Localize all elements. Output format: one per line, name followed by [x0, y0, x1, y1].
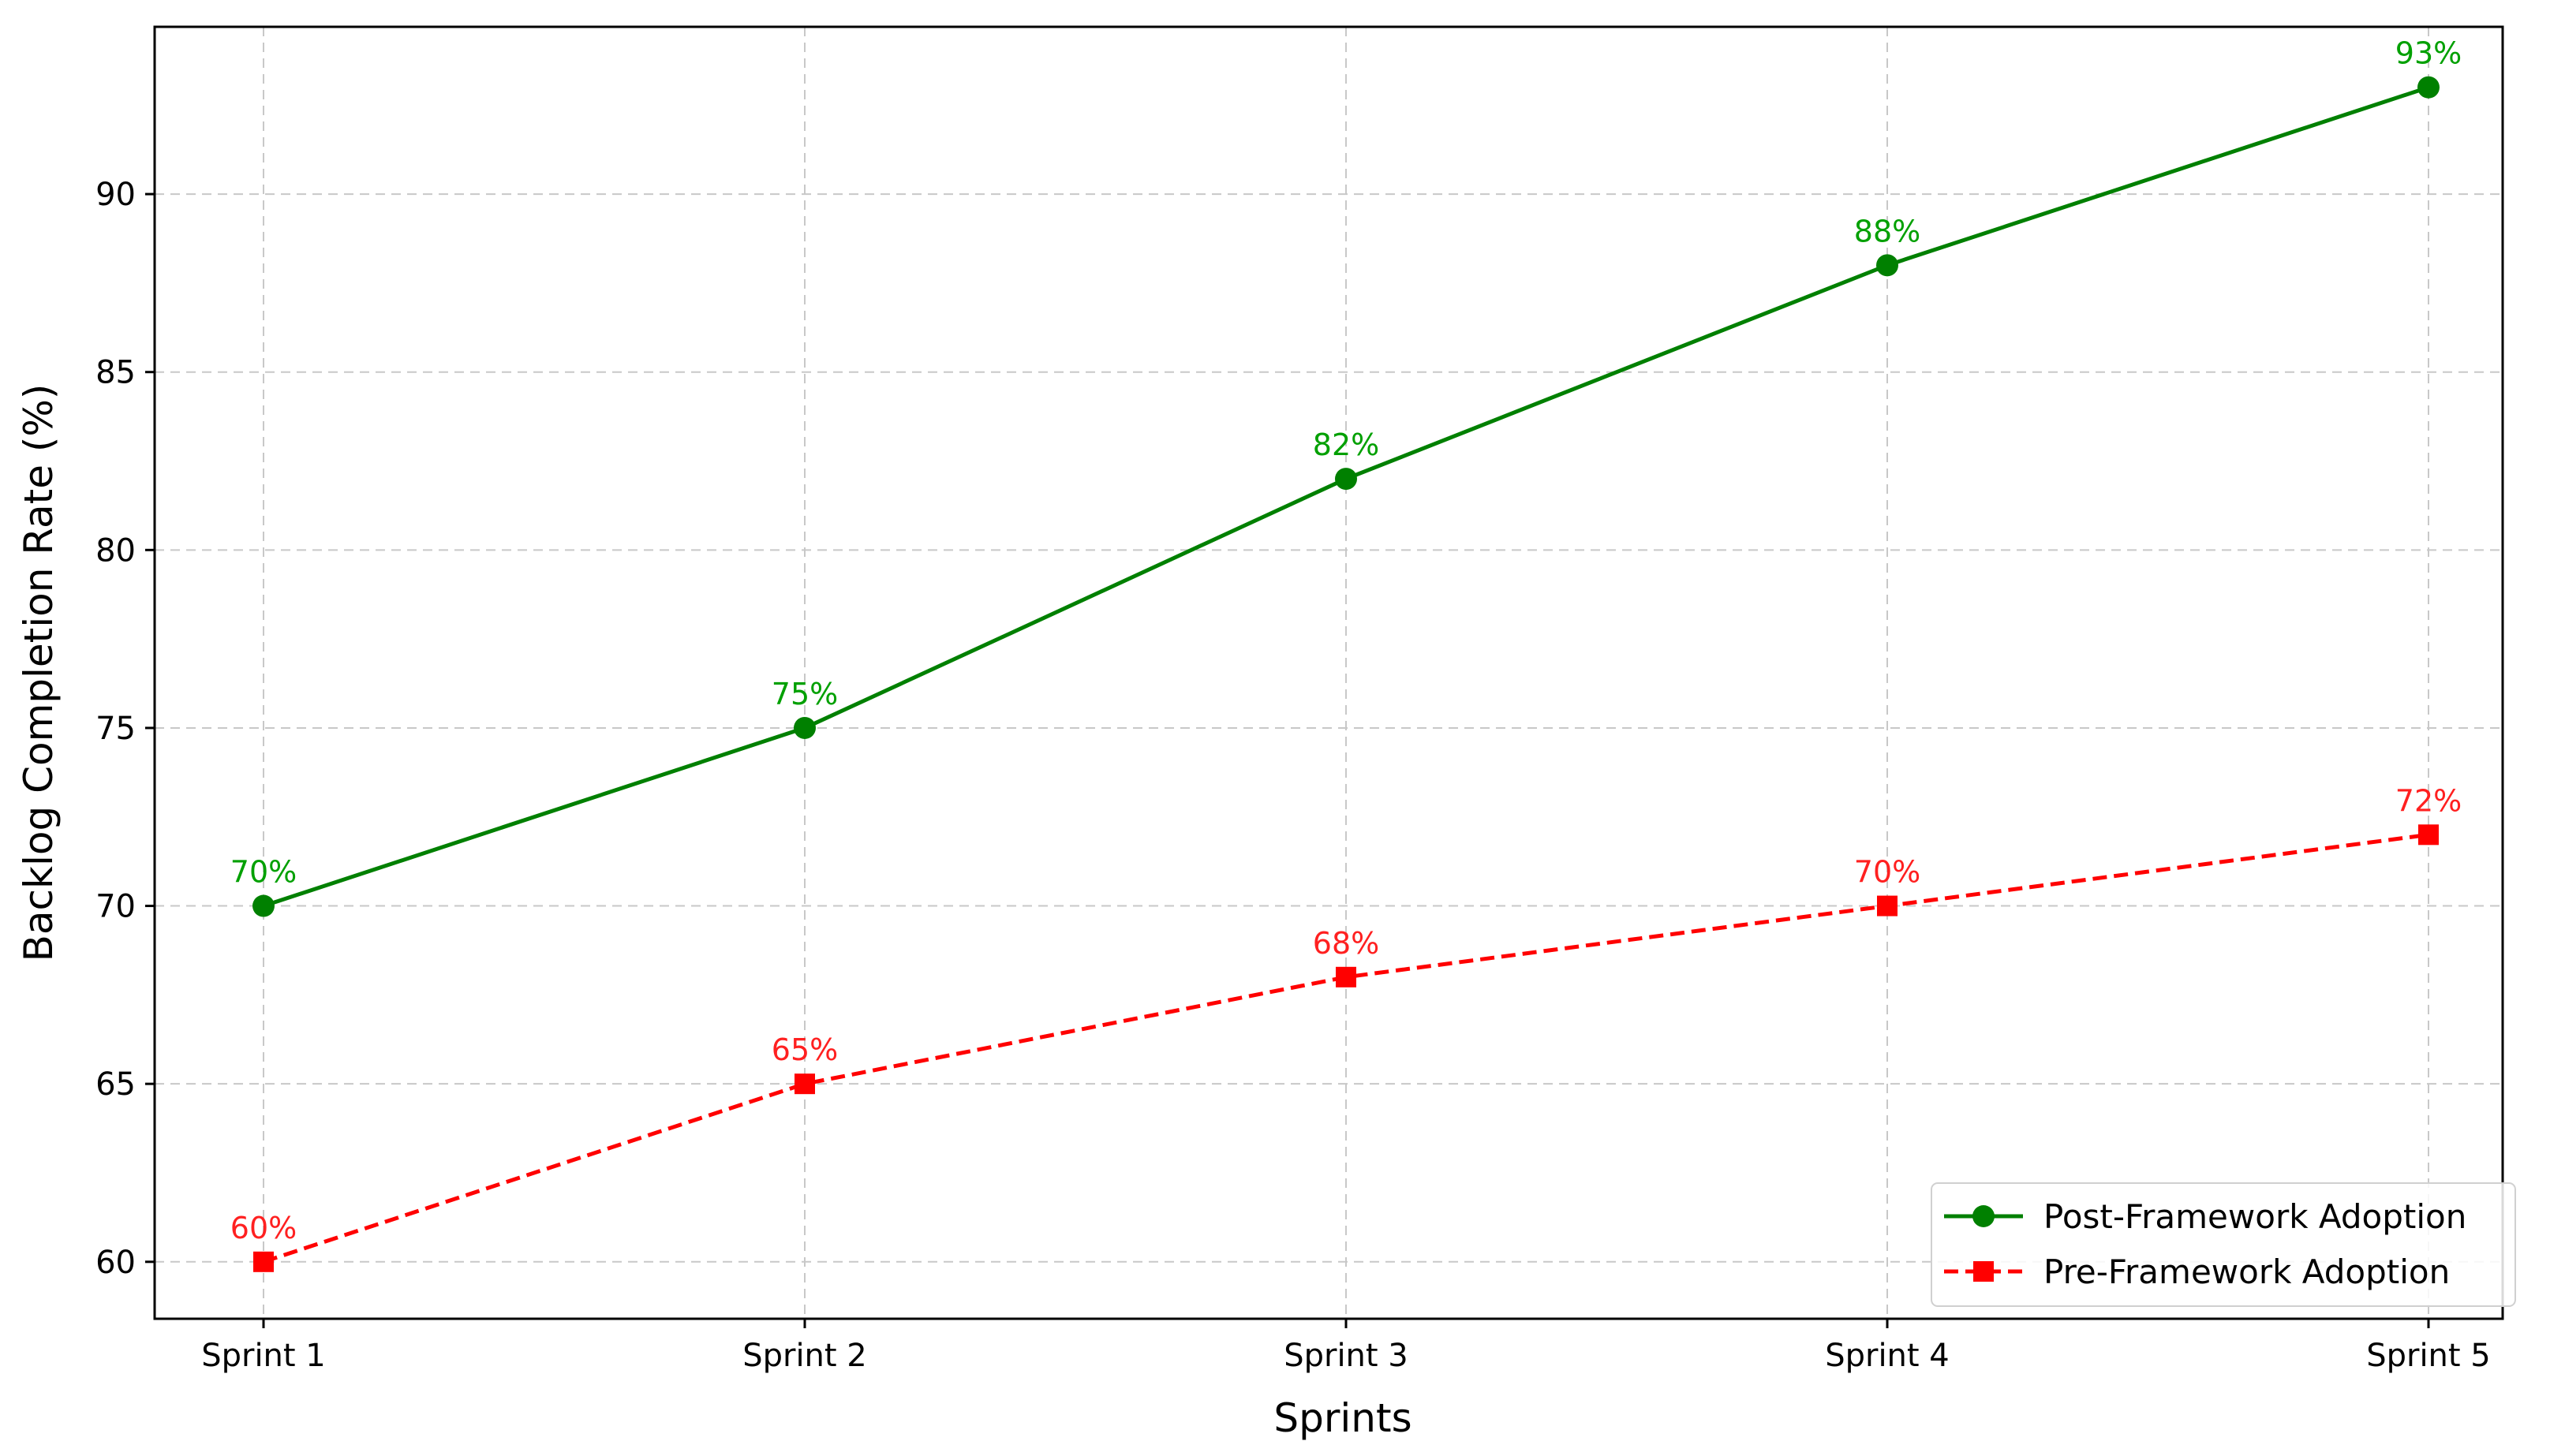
- legend: Post-Framework Adoption Pre-Framework Ado…: [1931, 1182, 2516, 1307]
- x-tick-label: Sprint 1: [201, 1338, 326, 1374]
- plot-frame: [153, 25, 2504, 1320]
- legend-box: [1931, 1182, 2516, 1307]
- y-tick-label: 80: [95, 532, 136, 569]
- data-label: 65%: [772, 1032, 838, 1067]
- data-label: 72%: [2395, 783, 2462, 818]
- data-point: [794, 716, 816, 739]
- x-tick-label: Sprint 3: [1284, 1338, 1408, 1374]
- data-label: 70%: [230, 855, 297, 890]
- series-layer: 70% 75% 82% 88% 93% 60% 65% 68% 70% 72%: [230, 36, 2462, 1272]
- data-point: [795, 1073, 815, 1095]
- data-point: [2417, 76, 2440, 99]
- series-2: 60% 65% 68% 70% 72%: [230, 783, 2462, 1272]
- x-axis-label: Sprints: [1273, 1395, 1411, 1441]
- data-point: [253, 1251, 274, 1272]
- legend-item: Post-Framework Adoption: [1944, 1197, 2466, 1236]
- x-tick-label: Sprint 2: [742, 1338, 867, 1374]
- legend-marker: [1973, 1261, 1994, 1282]
- legend-label: Pre-Framework Adoption: [2043, 1253, 2450, 1291]
- data-point: [1335, 468, 1357, 491]
- data-label: 70%: [1854, 855, 1920, 890]
- data-label: 93%: [2395, 36, 2462, 71]
- data-label: 75%: [772, 677, 838, 711]
- data-point: [1336, 966, 1356, 987]
- y-tick-label: 75: [95, 711, 136, 747]
- legend-marker: [1972, 1205, 1995, 1227]
- legend-label: Post-Framework Adoption: [2043, 1197, 2466, 1236]
- y-tick-label: 70: [95, 889, 136, 925]
- data-point: [1876, 254, 1898, 277]
- x-tick-label: Sprint 5: [2366, 1338, 2491, 1374]
- data-label: 88%: [1854, 214, 1920, 248]
- series-1: 70% 75% 82% 88% 93%: [230, 36, 2462, 917]
- data-point: [2418, 824, 2439, 846]
- axis-ticks: Sprint 1 Sprint 2 Sprint 3 Sprint 4 Sprint 5…: [95, 177, 2491, 1374]
- y-tick-label: 90: [95, 177, 136, 213]
- y-tick-label: 60: [95, 1245, 136, 1281]
- x-tick-label: Sprint 4: [1825, 1338, 1950, 1374]
- y-axis-label: Backlog Completion Rate (%): [16, 384, 62, 962]
- data-label: 68%: [1313, 926, 1379, 961]
- y-tick-label: 85: [95, 355, 136, 391]
- data-label: 82%: [1313, 427, 1379, 462]
- data-point: [1877, 895, 1898, 917]
- data-label: 60%: [230, 1211, 297, 1245]
- legend-item: Pre-Framework Adoption: [1944, 1253, 2450, 1291]
- y-tick-label: 65: [95, 1066, 136, 1103]
- data-point: [252, 894, 275, 917]
